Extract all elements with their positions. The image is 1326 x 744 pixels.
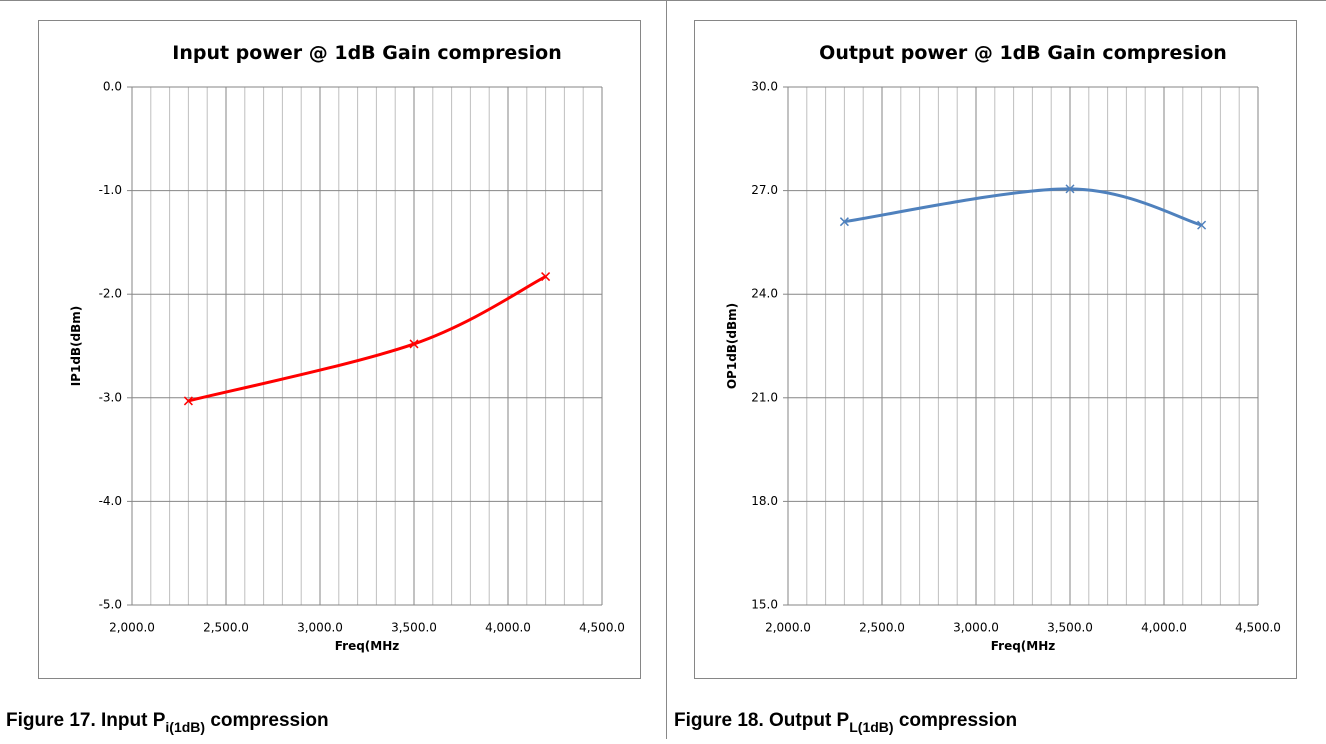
caption-subscript: L(1dB) [849,719,893,735]
x-tick-label: 2,000.0 [765,621,811,635]
x-tick-label: 4,000.0 [485,621,531,635]
x-tick-label: 3,500.0 [1047,621,1093,635]
x-tick-label: 3,000.0 [953,621,999,635]
data-line [844,187,1202,227]
caption-text: compression [894,710,1018,731]
y-tick-label: 15.0 [751,598,778,612]
marker [839,217,849,227]
caption-subscript: i(1dB) [165,719,205,735]
y-tick-label: 30.0 [751,80,778,94]
marker [409,339,419,349]
caption-text: Figure 18. Output P [674,710,850,731]
marker [183,396,193,406]
y-tick-label: -3.0 [99,390,122,404]
y-axis-title: IP1dB(dBm) [69,306,83,387]
marker-stroke [183,396,193,406]
x-axis-title: Freq(MHz [335,639,400,653]
caption: Figure 18. Output PL(1dB) compression [674,710,1017,735]
y-tick-label: -2.0 [99,287,122,301]
marker [1197,220,1207,230]
x-tick-label: 2,500.0 [859,621,905,635]
chart-frame [38,20,641,679]
x-tick-label: 3,500.0 [391,621,437,635]
marker-stroke [1065,184,1075,194]
y-tick-label: 24.0 [751,287,778,301]
caption-text: Figure 17. Input P [6,710,166,731]
marker [1065,184,1075,194]
marker-stroke [839,217,849,227]
caption-text: compression [205,710,329,731]
y-tick-label: -4.0 [99,494,122,508]
y-tick-label: 0.0 [103,80,122,94]
chart-title: Output power @ 1dB Gain compresion [819,42,1227,64]
x-tick-label: 2,000.0 [109,621,155,635]
y-tick-label: 18.0 [751,494,778,508]
x-axis-title: Freq(MHz [991,639,1056,653]
x-tick-label: 4,500.0 [579,621,625,635]
x-tick-label: 4,000.0 [1141,621,1187,635]
marker-stroke [541,272,551,282]
marker-stroke [409,339,419,349]
y-tick-label: -5.0 [99,598,122,612]
marker-stroke [1197,220,1207,230]
x-tick-label: 3,000.0 [297,621,343,635]
chart-title: Input power @ 1dB Gain compresion [172,42,561,64]
marker [541,272,551,282]
x-tick-label: 4,500.0 [1235,621,1281,635]
y-axis-title: OP1dB(dBm) [725,303,739,389]
caption: Figure 17. Input Pi(1dB) compression [6,710,329,735]
y-tick-label: 21.0 [751,390,778,404]
y-tick-label: -1.0 [99,183,122,197]
chart-frame [694,20,1297,679]
x-tick-label: 2,500.0 [203,621,249,635]
data-line [188,275,547,403]
y-tick-label: 27.0 [751,183,778,197]
